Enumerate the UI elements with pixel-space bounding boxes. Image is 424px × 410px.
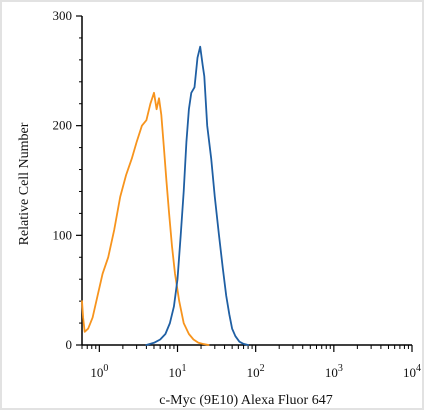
y-axis-title: Relative Cell Number [17, 122, 32, 245]
y-tick-label: 0 [66, 337, 73, 352]
x-tick-exponent: 1 [182, 363, 187, 374]
x-tick-base: 10 [90, 365, 103, 380]
histogram-series-2 [145, 45, 250, 346]
x-tick-exponent: 0 [103, 363, 108, 374]
x-ticks: 100 101 102 103 104 [81, 345, 421, 380]
y-tick-label: 300 [53, 8, 73, 23]
series-layer [81, 45, 250, 346]
x-axis-title: c-Myc (9E10) Alexa Fluor 647 [159, 393, 332, 408]
x-tick-base: 10 [325, 365, 338, 380]
histogram-series-1 [81, 91, 210, 346]
x-tick-base: 10 [403, 365, 416, 380]
x-tick-exponent: 2 [260, 363, 265, 374]
x-tick-label: 100 [90, 363, 108, 380]
axes [81, 16, 412, 346]
x-tick-base: 10 [169, 365, 182, 380]
x-tick-base: 10 [247, 365, 260, 380]
x-tick-exponent: 3 [338, 363, 343, 374]
x-tick-label: 104 [403, 363, 421, 380]
y-tick-label: 100 [53, 227, 73, 242]
y-tick-label: 200 [53, 118, 73, 133]
x-tick-label: 101 [169, 363, 187, 380]
y-ticks: 0 100 200 300 [53, 8, 82, 352]
x-tick-exponent: 4 [416, 363, 421, 374]
x-tick-label: 103 [325, 363, 343, 380]
x-tick-label: 102 [247, 363, 265, 380]
